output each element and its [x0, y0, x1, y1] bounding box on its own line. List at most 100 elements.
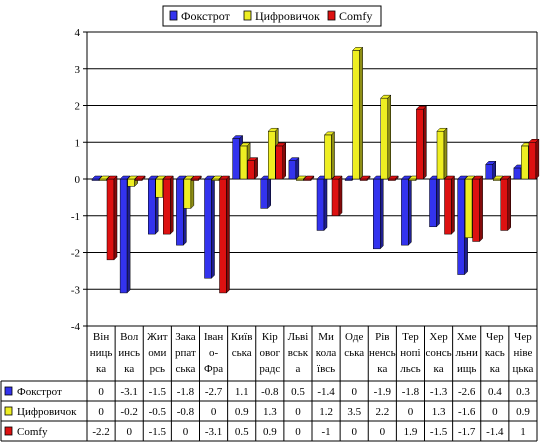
category-label-line: оми	[148, 347, 166, 359]
table-cell-comfy-13: -1.7	[458, 426, 476, 438]
plot-area: 4 3 2 1 0 -1 -2 -3 -4	[71, 27, 540, 333]
table-cell-comfy-3: 0	[183, 426, 189, 438]
category-label-line: ївсь	[317, 363, 335, 375]
bar-side-фокстрот-1	[126, 175, 131, 294]
legend-swatch-цифровичок	[243, 10, 252, 21]
bar-фокстрот-8	[316, 175, 328, 232]
bar-side-comfy-0	[113, 175, 118, 261]
bar-side-фокстрот-4	[211, 175, 215, 279]
bar-side-цифровичок-8	[331, 131, 335, 180]
bar-фокстрот-11	[400, 175, 412, 246]
bar-side-comfy-5	[254, 157, 258, 180]
bar-side-цифровичок-10	[387, 94, 391, 180]
bar-side-фокстрот-10	[380, 175, 384, 250]
bar-фокстрот-10	[372, 175, 384, 250]
table-cell-comfy-10: 0	[380, 426, 386, 438]
category-label-line: Льві	[288, 331, 309, 343]
table-cell-фокстрот-12: -1.3	[430, 386, 448, 398]
bar-side-фокстрот-11	[408, 175, 412, 246]
table-cell-цифровичок-3: -0.8	[177, 406, 195, 418]
category-label-line: ка	[377, 363, 387, 375]
y-tick-label--4: -4	[71, 321, 81, 333]
bar-фокстрот-7	[288, 157, 300, 180]
category-label-line: Хер	[429, 331, 448, 343]
legend-box	[162, 5, 382, 27]
table-cell-цифровичок-1: -0.2	[120, 406, 137, 418]
category-label-line: ка	[490, 363, 500, 375]
bar-цифровичок-10	[380, 94, 392, 180]
bar-side-фокстрот-12	[436, 175, 440, 228]
category-label-line: Київ	[231, 331, 252, 343]
bar-front-comfy-6	[275, 145, 283, 180]
category-label-line: Рів	[375, 331, 389, 343]
bar-comfy-10	[387, 175, 399, 182]
category-label-line: цька	[512, 363, 533, 375]
category-label-line: инсь	[118, 347, 140, 359]
bar-цифровичок-1	[127, 175, 139, 187]
bar-side-фокстрот-14	[492, 160, 496, 180]
bar-side-comfy-1	[141, 175, 146, 182]
bar-front-фокстрот-12	[429, 178, 437, 228]
category-label-10: Рів ненсь ка	[369, 331, 396, 375]
category-label-line: ненсь	[369, 347, 396, 359]
table-cell-фокстрот-13: -2.6	[458, 386, 476, 398]
bar-side-фокстрот-8	[323, 175, 328, 232]
category-label-line: ищь	[457, 363, 476, 375]
category-label-14: Чер кась ка	[485, 331, 505, 375]
category-label-line: ниць	[90, 347, 113, 359]
bar-front-фокстрот-6	[260, 178, 268, 209]
bar-side-цифровичок-9	[359, 46, 363, 180]
category-label-line: рсь	[150, 363, 165, 375]
bar-side-фокстрот-6	[267, 175, 271, 210]
bar-comfy-12	[443, 175, 456, 235]
table-cell-цифровичок-2: -0.5	[149, 406, 167, 418]
bar-side-comfy-4	[226, 175, 230, 294]
bar-front-фокстрот-10	[373, 178, 381, 250]
table-row-label-фокстрот: Фокстрот	[17, 386, 62, 398]
category-label-line: ська	[344, 347, 364, 359]
bar-front-comfy-15	[528, 142, 537, 180]
bar-фокстрот-4	[203, 175, 216, 279]
bar-фокстрот-14	[485, 160, 497, 180]
y-tick-label-0: 0	[75, 174, 81, 186]
bar-comfy-6	[275, 142, 287, 180]
category-label-line: Хме	[457, 331, 477, 343]
category-label-line: Тер	[402, 331, 419, 343]
bar-front-comfy-14	[500, 178, 508, 231]
table-cell-фокстрот-10: -1.9	[374, 386, 392, 398]
bar-comfy-14	[500, 175, 512, 232]
bar-front-фокстрот-11	[401, 178, 409, 246]
legend: Фокстрот Цифровичок Comfy	[162, 5, 382, 27]
bar-front-фокстрот-13	[457, 178, 465, 275]
bar-front-фокстрот-1	[119, 178, 128, 294]
bar-front-цифровичок-5	[239, 145, 248, 180]
category-label-line: льсь	[400, 363, 420, 375]
table-cell-фокстрот-2: -1.5	[149, 386, 167, 398]
category-label-3: Зака рпат ська	[175, 331, 196, 375]
y-tick-label-2: 2	[75, 101, 81, 113]
legend-label-фокстрот: Фокстрот	[181, 9, 231, 23]
table-cell-фокстрот-1: -3.1	[120, 386, 137, 398]
y-tick-label--1: -1	[71, 211, 80, 223]
table-swatch-цифровичок	[4, 406, 13, 416]
category-label-line: сонсь	[425, 347, 451, 359]
category-label-line: а	[295, 363, 300, 375]
bar-front-цифровичок-8	[324, 134, 332, 180]
category-label-13: Хме льни ищь	[456, 331, 478, 375]
table-cell-фокстрот-15: 0.3	[516, 386, 530, 398]
category-label-line: овог	[259, 347, 280, 359]
table-cell-comfy-15: 1	[520, 426, 526, 438]
bar-front-цифровичок-10	[380, 97, 388, 180]
bar-comfy-13	[472, 175, 484, 243]
legend-swatch-comfy	[327, 10, 336, 21]
bar-comfy-3	[190, 175, 202, 182]
table-cell-comfy-4: -3.1	[205, 426, 222, 438]
bar-фокстрот-12	[428, 175, 441, 228]
table-cell-фокстрот-14: 0.4	[488, 386, 502, 398]
table-cell-фокстрот-8: -1.4	[317, 386, 335, 398]
table-cell-цифровичок-8: 1.2	[319, 406, 333, 418]
table-cell-comfy-8: -1	[321, 426, 330, 438]
category-label-line: Зака	[175, 331, 196, 343]
bar-side-comfy-7	[310, 175, 315, 182]
table-cell-comfy-7: 0	[295, 426, 301, 438]
